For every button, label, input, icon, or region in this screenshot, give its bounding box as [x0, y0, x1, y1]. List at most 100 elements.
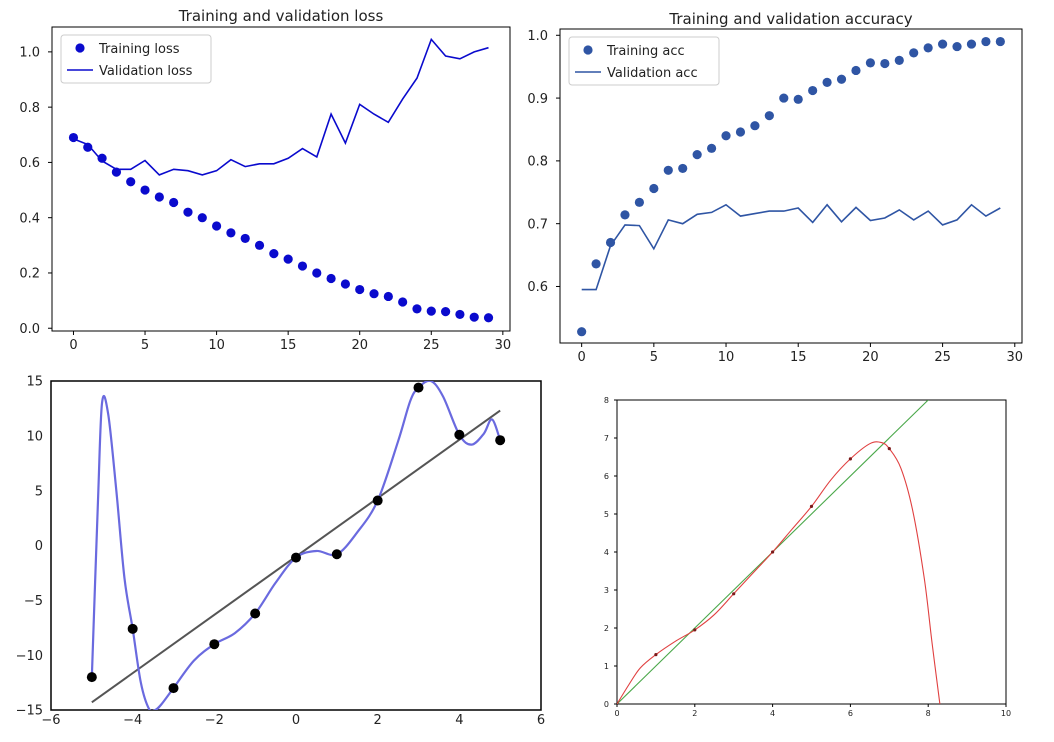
y-tick-label: 0.7: [527, 217, 548, 232]
series-point-training: [312, 268, 322, 278]
series-point-training: [197, 213, 207, 223]
data-point: [454, 429, 465, 440]
series-point-training: [226, 228, 236, 238]
x-tick-label: 2: [692, 709, 697, 718]
y-tick-label: 6: [604, 472, 609, 481]
data-point: [250, 608, 261, 619]
series-point-training: [750, 121, 760, 131]
y-tick-label: 5: [35, 484, 43, 499]
series-point-training: [183, 207, 193, 217]
legend-marker-dots: [75, 43, 85, 53]
series-point-training: [383, 291, 393, 302]
series-point-training: [326, 273, 336, 284]
y-tick-label: 1.0: [527, 29, 548, 44]
plot-area-frame: [616, 399, 1007, 705]
data-point: [168, 683, 179, 694]
legend-marker-dots: [583, 45, 593, 55]
y-tick-label: 3: [604, 586, 609, 595]
y-tick-label: 0.6: [527, 280, 548, 295]
x-tick-label: 10: [208, 338, 225, 353]
series-point-training: [620, 210, 630, 220]
x-tick-label: 0: [292, 713, 300, 728]
y-tick-label: 2: [604, 624, 609, 633]
series-point-training: [764, 111, 774, 121]
series-point-training: [634, 197, 645, 207]
series-point-training: [779, 93, 789, 103]
series-point-training: [154, 192, 164, 202]
y-tick-label: 0.9: [527, 92, 548, 107]
y-tick-label: 0: [604, 700, 609, 709]
y-tick-label: 0: [35, 539, 43, 554]
x-tick-label: 10: [718, 350, 735, 365]
data-point: [848, 457, 853, 461]
x-tick-label: 10: [1001, 709, 1011, 718]
series-point-training: [412, 304, 422, 314]
y-tick-label: 0.8: [527, 155, 548, 170]
series-point-training: [297, 261, 308, 271]
chart-panel-poly: −6 −4 −2 0 2 4 6 −15 −10 −5 0 5 10 15: [16, 375, 546, 728]
series-point-training: [254, 240, 265, 250]
series-point-training: [126, 177, 136, 187]
legend-label: Training acc: [606, 44, 685, 59]
series-point-training: [83, 142, 93, 152]
chart-panel-loss: Training and validation loss 0 5 10 15 20 25 30…: [19, 7, 511, 353]
series-line-validation: [581, 203, 1001, 291]
series-point-training: [649, 183, 659, 194]
series-point-training: [483, 313, 494, 323]
series-point-training: [836, 74, 847, 84]
y-tick-label: 4: [604, 548, 609, 557]
y-tick-label: 0.4: [19, 211, 40, 226]
legend-label: Validation loss: [99, 64, 193, 79]
legend: Training acc Validation acc: [568, 36, 720, 86]
y-tick-label: 0.6: [19, 156, 40, 171]
y-tick-label: −15: [16, 704, 43, 719]
series-point-training: [822, 77, 832, 87]
x-tick-label: 30: [1007, 350, 1024, 365]
y-tick-label: 1: [604, 662, 609, 671]
series-point-training: [269, 249, 279, 259]
series-line-validation: [73, 37, 489, 176]
chart-title: Training and validation loss: [178, 7, 384, 25]
x-tick-label: 4: [770, 709, 775, 718]
series-point-training: [663, 165, 673, 175]
series-point-training: [721, 131, 731, 141]
data-point: [86, 672, 97, 683]
series-point-training: [692, 150, 702, 160]
chart-panel-interp: 0 2 4 6 8 10 0 1 2 3 4 5 6 7 8: [604, 396, 1011, 718]
series-point-training: [97, 153, 107, 163]
y-tick-label: −10: [16, 649, 43, 664]
x-tick-label: −4: [123, 713, 142, 728]
x-tick-label: 2: [374, 713, 382, 728]
x-tick-label: 5: [141, 338, 149, 353]
data-point: [127, 623, 138, 634]
x-tick-label: 6: [848, 709, 853, 718]
data-point: [771, 550, 775, 554]
legend-label: Training loss: [98, 42, 180, 57]
x-tick-label: 20: [351, 338, 368, 353]
data-point: [372, 495, 383, 506]
data-point: [209, 639, 220, 650]
chart-title: Training and validation accuracy: [668, 10, 912, 28]
series-point-training: [398, 297, 408, 307]
series-point-training: [735, 127, 746, 137]
x-tick-label: 8: [926, 709, 931, 718]
series-point-training: [240, 233, 250, 244]
plot-area-frame: [51, 26, 511, 332]
x-tick-label: 4: [455, 713, 463, 728]
y-tick-label: 0.0: [19, 322, 40, 337]
interpolation-curve: [90, 381, 502, 710]
series-point-training: [355, 284, 365, 295]
series-point-training: [605, 237, 616, 248]
y-tick-label: 8: [604, 396, 609, 405]
x-tick-label: 0: [578, 350, 586, 365]
data-point: [291, 552, 301, 563]
x-tick-label: 25: [423, 338, 440, 353]
y-tick-label: 15: [26, 375, 43, 390]
legend-box: [60, 34, 212, 84]
series-point-training: [577, 327, 587, 337]
series-point-training: [966, 39, 977, 49]
plot-area-frame: [559, 28, 1023, 344]
x-tick-label: 25: [934, 350, 951, 365]
series-point-training: [894, 55, 904, 65]
